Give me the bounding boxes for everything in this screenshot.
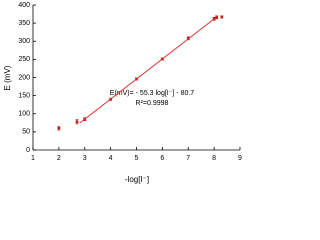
y-tick-label: 400 bbox=[18, 2, 30, 9]
y-tick-label: 50 bbox=[22, 129, 30, 136]
x-tick-label: 1 bbox=[31, 155, 35, 162]
x-tick-label: 7 bbox=[186, 155, 190, 162]
x-tick-label: 8 bbox=[212, 155, 216, 162]
x-tick-label: 4 bbox=[109, 155, 113, 162]
y-tick-label: 100 bbox=[18, 111, 30, 118]
point bbox=[57, 126, 61, 130]
point bbox=[75, 120, 79, 124]
y-tick-label: 0 bbox=[26, 147, 30, 154]
y-axis-label: E (mV) bbox=[3, 65, 12, 90]
x-tick-label: 3 bbox=[83, 155, 87, 162]
x-axis-label: -log[I⁻] bbox=[125, 175, 149, 184]
y-tick-label: 200 bbox=[18, 74, 30, 81]
x-tick-label: 9 bbox=[238, 155, 242, 162]
y-tick-label: 150 bbox=[18, 92, 30, 99]
point bbox=[220, 15, 224, 19]
y-tick-label: 300 bbox=[18, 38, 30, 45]
x-tick-label: 5 bbox=[135, 155, 139, 162]
chart: E (mV) -log[I⁻] E(mV)= - 55.3 log[I⁻] - … bbox=[3, 2, 242, 184]
fit-line bbox=[79, 16, 218, 124]
annotation: E(mV)= - 55.3 log[I⁻] - 80.7 bbox=[110, 90, 195, 97]
x-tick-label: 2 bbox=[57, 155, 61, 162]
annotation: R²=0.9998 bbox=[136, 100, 169, 107]
y-tick-label: 350 bbox=[18, 20, 30, 27]
y-tick-label: 250 bbox=[18, 56, 30, 63]
x-tick-label: 6 bbox=[160, 155, 164, 162]
